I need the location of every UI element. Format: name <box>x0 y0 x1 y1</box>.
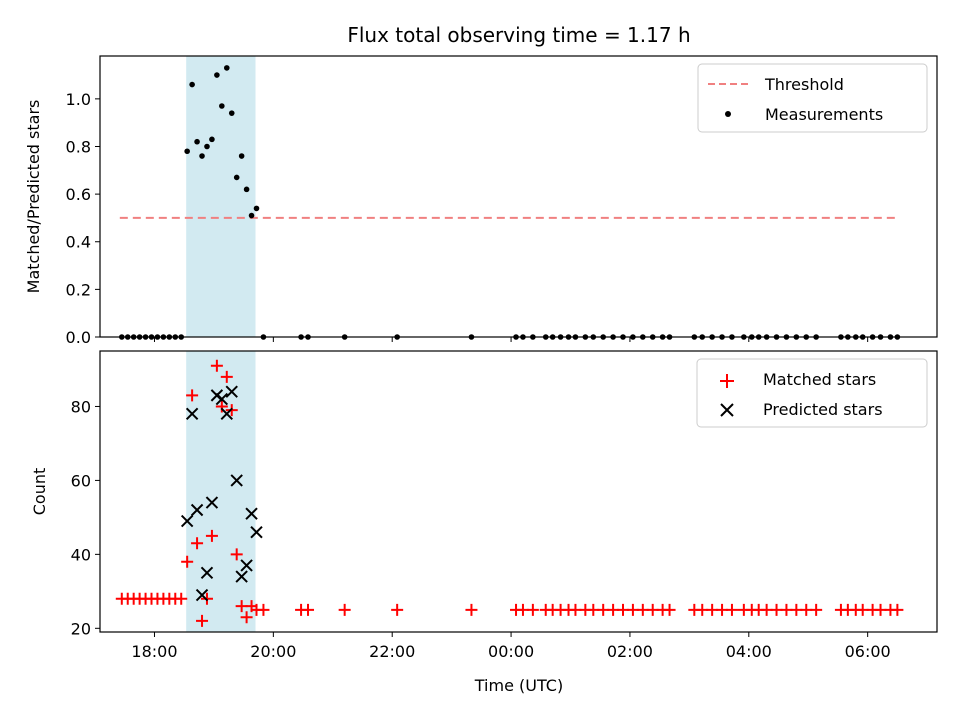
top-legend-box <box>697 63 928 133</box>
matched-star-marker <box>663 603 676 616</box>
measurement-point <box>194 138 200 145</box>
measurement-point <box>204 143 210 150</box>
predicted-star-marker <box>240 559 253 572</box>
matched-star-marker <box>186 389 199 402</box>
top-legend: Threshold Measurements <box>697 63 928 133</box>
predicted-star-marker <box>250 525 263 539</box>
predicted-star-marker <box>220 407 233 421</box>
matched-star-marker <box>220 370 233 383</box>
top-shaded-region <box>186 56 256 337</box>
matched-star-marker <box>215 400 228 413</box>
matched-star-marker <box>465 603 478 616</box>
predicted-star-marker <box>195 588 209 602</box>
matched-star-marker <box>240 611 253 624</box>
y-tick-label: 20 <box>71 619 91 638</box>
legend-measurements-swatch <box>725 111 731 117</box>
chart-title: Flux total observing time = 1.17 h <box>347 23 690 47</box>
y-tick-label: 40 <box>71 545 91 564</box>
predicted-star-marker <box>190 503 204 517</box>
predicted-star-marker <box>185 407 199 421</box>
bottom-x-ticks: 18:00 20:00 22:00 00:00 02:00 04:00 06:00 <box>131 632 891 661</box>
measurement-point <box>184 148 190 155</box>
legend-predicted-label: Predicted stars <box>763 400 883 419</box>
bottom-panel: 18:00 20:00 22:00 00:00 02:00 04:00 06:00 20 40… <box>30 350 938 695</box>
x-axis-label: Time (UTC) <box>474 676 563 695</box>
measurement-point <box>233 174 240 181</box>
top-y-ticks: 0.0 0.2 0.4 0.6 0.8 1.0 <box>66 90 100 347</box>
matched-star-marker <box>891 603 904 616</box>
y-tick-label: 0.4 <box>66 233 91 252</box>
top-plot-frame <box>99 55 938 338</box>
x-tick-label: 02:00 <box>607 642 653 661</box>
x-tick-label: 04:00 <box>726 642 772 661</box>
predicted-stars-layer <box>180 385 263 602</box>
measurement-point <box>209 136 215 143</box>
bottom-legend-box <box>696 358 928 428</box>
matched-star-marker <box>181 555 194 568</box>
matched-star-marker <box>230 548 243 561</box>
y-tick-label: 0.8 <box>66 137 91 156</box>
predicted-star-marker <box>245 507 258 520</box>
legend-matched-swatch <box>720 374 734 388</box>
matched-star-marker <box>175 592 188 605</box>
predicted-star-marker <box>180 514 194 528</box>
measurement-point <box>219 103 225 109</box>
top-x-ticks <box>153 337 869 342</box>
x-tick-label: 00:00 <box>488 642 534 661</box>
top-y-axis-label: Matched/Predicted stars <box>24 100 43 294</box>
matched-star-marker <box>302 603 315 616</box>
predicted-star-marker <box>235 570 248 583</box>
y-tick-label: 0.0 <box>66 328 91 347</box>
matched-star-marker <box>338 603 351 616</box>
predicted-star-marker <box>230 474 243 487</box>
x-tick-label: 22:00 <box>369 642 415 661</box>
matched-star-marker <box>196 614 209 627</box>
predicted-star-marker <box>205 496 219 509</box>
top-panel: 0.0 0.2 0.4 0.6 0.8 1.0 Matched/Predicted sta… <box>24 55 938 347</box>
matched-stars-layer <box>115 359 904 627</box>
bottom-legend: Matched stars Predicted stars <box>696 358 928 428</box>
x-tick-label: 06:00 <box>845 642 891 661</box>
legend-threshold-label: Threshold <box>764 75 844 94</box>
matched-star-marker <box>205 529 218 542</box>
measurement-point <box>189 81 195 88</box>
bottom-plot-frame <box>99 350 938 633</box>
matched-star-marker <box>210 359 223 372</box>
legend-matched-label: Matched stars <box>763 370 876 389</box>
matched-star-marker <box>391 603 404 616</box>
y-tick-label: 80 <box>71 397 91 416</box>
matched-star-marker <box>725 603 738 616</box>
measurement-point <box>238 153 245 159</box>
y-tick-label: 0.6 <box>66 185 91 204</box>
legend-predicted-swatch <box>720 403 734 417</box>
measurement-point <box>243 186 250 193</box>
legend-measurements-label: Measurements <box>765 105 883 124</box>
bottom-y-axis-label: Count <box>30 468 49 516</box>
matched-star-marker <box>191 537 204 550</box>
predicted-star-marker <box>225 385 238 398</box>
matched-star-marker <box>257 603 270 616</box>
measurement-point <box>199 153 205 159</box>
y-tick-label: 60 <box>71 471 91 490</box>
predicted-star-marker <box>215 392 229 406</box>
x-tick-label: 18:00 <box>131 642 177 661</box>
measurement-point <box>248 212 255 219</box>
measurement-point <box>253 205 260 212</box>
matched-star-marker <box>810 603 823 616</box>
measurement-point <box>214 72 220 78</box>
y-tick-label: 1.0 <box>66 90 91 109</box>
x-tick-label: 20:00 <box>250 642 296 661</box>
measurement-point <box>228 110 235 116</box>
matched-star-marker <box>526 603 539 616</box>
y-tick-label: 0.2 <box>66 280 91 299</box>
bottom-y-ticks: 20 40 60 80 <box>71 397 100 638</box>
measurement-point <box>223 65 230 71</box>
predicted-star-marker <box>200 566 214 580</box>
